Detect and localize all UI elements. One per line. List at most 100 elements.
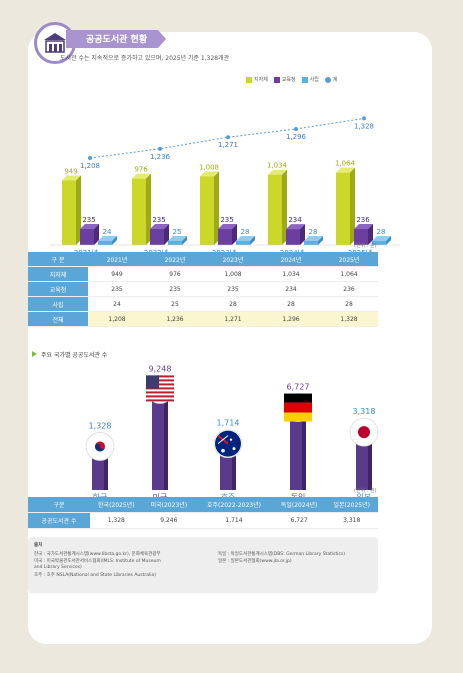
bullet-triangle-icon [32,351,37,357]
data-label: 949 [64,167,77,175]
bar-side [318,236,323,245]
bar [286,229,300,245]
table-cell: 1,008 [204,266,262,282]
table-cell: 234 [262,281,320,297]
data-label: 235 [220,216,233,224]
data-label: 1,064 [335,160,356,168]
bar-top [168,236,187,241]
bar-top [286,224,305,230]
table-cell: 235 [88,281,146,297]
flag-mark [95,443,105,452]
data-label: 235 [82,216,95,224]
bar-top [372,236,391,241]
data-label: 25 [173,228,182,236]
bar-side [368,223,373,245]
country-bar-side [232,447,236,490]
total-label: 1,296 [286,133,307,141]
table-row: 사립 24 25 28 28 28 [28,296,378,312]
bar-side [386,236,391,245]
flag-stripe [284,402,312,413]
table-cell: 1,714 [195,512,273,529]
table-header: 2024년 [262,252,320,267]
title-ribbon [66,30,166,48]
source-line: 미국 : 미국박물관도서관서비스협회(IMLS: Institute of Mu… [34,559,161,564]
country-bar-side [302,411,306,490]
flag-stripe [146,399,174,402]
bar-top [268,169,287,175]
table-cell: 1,034 [262,266,320,282]
table-header: 독일(2024년) [272,497,326,513]
total-label: 1,236 [150,153,171,161]
bar-top [200,171,219,177]
table-cell: 28 [204,296,262,312]
country-value-label: 6,727 [287,383,310,392]
bar-top [354,223,373,229]
sources-title: 출처 [34,543,43,548]
unit-label-2: (단위 : 관) [354,488,377,494]
bar-side [164,224,169,245]
page-subtitle: 도서관 수는 지속적으로 증가하고 있으며, 2025년 기준 1,328개관 [60,55,230,62]
table-header: 2023년 [204,252,262,267]
table-cell: 6,727 [272,512,326,529]
flag-stripe [146,375,174,378]
flag-2-icon [213,429,243,459]
flag-stripe [146,379,174,382]
flag-mark [217,435,229,445]
country-value-label: 9,248 [149,364,172,373]
data-label: 976 [134,166,148,174]
bar [268,174,282,245]
bar-top [80,224,99,230]
table-cell: 1,271 [204,311,262,327]
bar [304,241,318,245]
flag-stripe [146,383,174,386]
bar-side [300,224,305,245]
flag-4-icon [349,417,379,447]
table-cell: 지자체 [28,266,88,282]
table-cell: 235 [204,281,262,297]
bar-side [182,236,187,245]
table-row-total: 전체 1,208 1,236 1,271 1,296 1,328 [28,311,378,327]
table-cell: 1,328 [320,311,378,327]
source-line: 한국 : 국가도서관통계시스템(www.libsta.go.kr), 문화체육관… [34,552,161,557]
table-header: 일본(2025년) [325,497,378,513]
source-line: 독일 : 독일도서관통계시스템(DBS: German Library Stat… [218,552,346,557]
table-cell: 9,246 [142,512,196,529]
bar [236,241,250,245]
country-bar-side [368,436,372,490]
data-label: 235 [152,216,165,224]
table-cell: 28 [320,296,378,312]
legend-item-1: 교육청 [273,76,296,83]
bar-side [250,236,255,245]
country-value-label: 1,328 [89,421,112,430]
table-header-row: 구 분 2021년 2022년 2023년 2024년 2025년 [28,252,378,267]
bar-top [98,236,117,241]
source-line: and Library Services) [34,565,82,570]
data-label: 236 [356,216,370,224]
source-line: 일본 : 일본도서관협회(www.jla.or.jp) [218,559,292,564]
table-header: 2021년 [88,252,146,267]
bar-side [76,175,81,245]
total-point [88,156,92,160]
bar [218,229,232,245]
total-point [226,135,230,140]
data-label: 24 [103,228,112,236]
table-cell: 1,064 [320,266,378,282]
bar-side [214,171,219,245]
flag-stripe [146,395,174,398]
flag-stripe [284,412,312,422]
sources-box: 출처 한국 : 국가도서관통계시스템(www.libsta.go.kr), 문화… [28,537,378,593]
flag-star [221,448,225,453]
table-header-row: 구분 한국(2025년) 미국(2023년) 호주(2022-2023년) 독일… [28,497,378,513]
chart-legend: 지자체 교육청 사립 계 [246,76,337,83]
flag-mark [358,426,370,439]
data-label: 28 [377,228,386,236]
table-header: 호주(2022-2023년) [195,497,273,513]
table-cell: 236 [320,281,378,297]
bar [80,229,94,245]
table-cell: 976 [146,266,204,282]
data-label: 234 [288,216,302,224]
table-row: 지자체 949 976 1,008 1,034 1,064 [28,266,378,282]
table-cell: 235 [146,281,204,297]
table-header: 구 분 [28,252,88,267]
